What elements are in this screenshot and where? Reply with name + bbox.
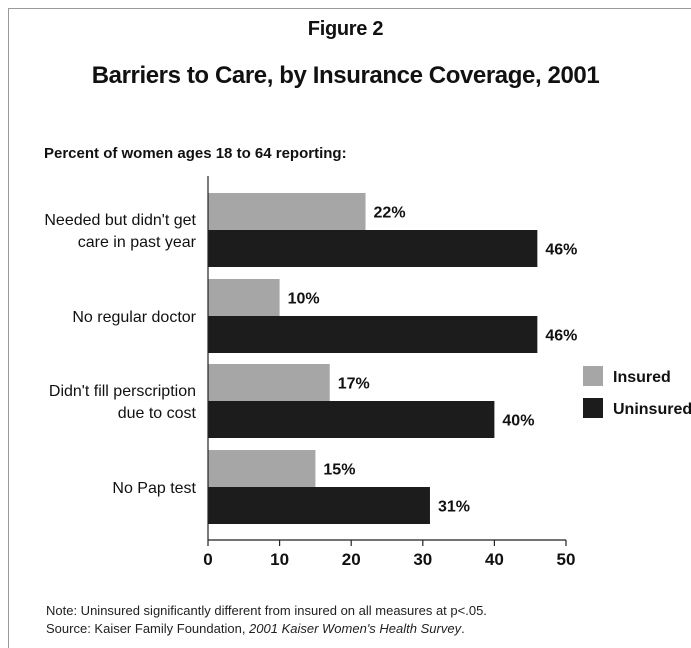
bar-uninsured-3 — [208, 401, 495, 438]
bar-insured-4 — [208, 450, 316, 487]
data-label-insured-1: 22% — [374, 205, 406, 222]
data-label-uninsured-4: 31% — [438, 499, 470, 516]
bar-insured-2 — [208, 279, 280, 316]
x-tick-label-20: 20 — [342, 550, 361, 569]
chart-title: Barriers to Care, by Insurance Coverage,… — [91, 62, 600, 89]
data-label-insured-3: 17% — [338, 376, 370, 393]
data-label-uninsured-2: 46% — [545, 328, 577, 345]
category-label-1-line-2: care in past year — [78, 234, 197, 251]
data-label-uninsured-1: 46% — [545, 242, 577, 259]
bar-insured-1 — [208, 193, 366, 230]
x-tick-label-0: 0 — [203, 550, 212, 569]
x-tick-label-30: 30 — [413, 550, 432, 569]
footnote-source: Source: Kaiser Family Foundation, 2001 K… — [46, 621, 465, 636]
category-label-4: No Pap test — [112, 480, 196, 497]
figure-label: Figure 2 — [307, 18, 384, 40]
data-label-insured-2: 10% — [288, 291, 320, 308]
legend-label-uninsured: Uninsured — [613, 401, 691, 418]
x-tick-label-50: 50 — [557, 550, 576, 569]
category-label-3-line-1: Didn't fill perscription — [49, 383, 196, 400]
figure-frame — [8, 8, 691, 648]
x-tick-label-10: 10 — [270, 550, 289, 569]
bar-uninsured-2 — [208, 316, 538, 353]
source-suffix: . — [461, 621, 465, 636]
legend-swatch-insured — [583, 366, 603, 386]
category-label-1-line-1: Needed but didn't get — [44, 212, 196, 229]
data-label-insured-4: 15% — [323, 462, 355, 479]
chart-subtitle: Percent of women ages 18 to 64 reporting… — [44, 145, 347, 162]
x-tick-label-40: 40 — [485, 550, 504, 569]
category-label-3-line-2: due to cost — [118, 405, 197, 422]
footnote-note: Note: Uninsured significantly different … — [46, 603, 487, 618]
bar-uninsured-1 — [208, 230, 538, 267]
legend-swatch-uninsured — [583, 398, 603, 418]
data-label-uninsured-3: 40% — [502, 413, 534, 430]
bar-insured-3 — [208, 364, 330, 401]
category-label-2: No regular doctor — [72, 309, 196, 326]
bar-uninsured-4 — [208, 487, 430, 524]
legend-label-insured: Insured — [613, 369, 671, 386]
source-title: 2001 Kaiser Women's Health Survey — [249, 621, 462, 636]
source-prefix: Source: Kaiser Family Foundation, — [46, 621, 250, 636]
